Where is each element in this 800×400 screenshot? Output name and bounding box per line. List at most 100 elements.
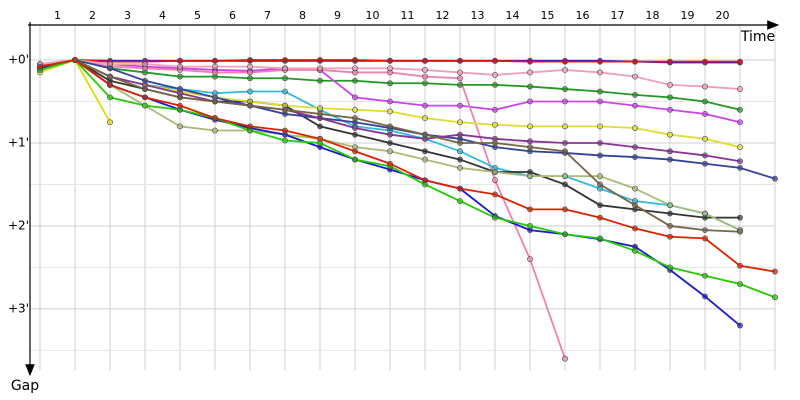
data-point [282,65,288,72]
data-point [702,293,708,300]
data-point [632,102,638,109]
x-tick-label: 10 [366,9,380,22]
data-point [492,72,498,78]
x-tick-label: 18 [646,9,660,22]
data-point [772,268,778,275]
data-point [352,131,358,138]
data-point [352,77,358,84]
data-point [632,225,638,232]
data-point [737,228,743,235]
data-point [142,94,148,101]
data-point [352,106,358,113]
data-point [352,125,358,131]
data-point [212,98,218,105]
y-tick-label: +3' [8,301,29,315]
data-point [457,131,463,138]
data-point [562,140,568,146]
data-point [142,61,148,68]
data-point [772,175,778,182]
data-point [667,202,673,209]
data-point [387,57,393,64]
data-point [597,235,603,242]
data-point [352,148,358,155]
data-point [72,57,78,63]
data-point [527,173,533,180]
data-point [317,105,323,112]
data-point [247,102,253,109]
data-point [387,80,393,87]
plot-area [37,57,778,362]
data-point [737,262,743,269]
data-point [247,63,253,70]
data-point [492,81,498,88]
data-point [177,73,183,80]
data-point [702,160,708,167]
data-point [387,140,393,146]
data-point [457,69,463,76]
data-point [632,154,638,160]
data-point [562,231,568,238]
data-point [632,144,638,151]
data-point [737,322,743,329]
x-tick-label: 7 [264,9,271,22]
data-point [667,264,673,271]
data-point [107,94,113,101]
data-point [527,58,533,65]
data-point [247,88,253,95]
data-point [492,57,498,64]
x-tick-label: 12 [436,9,450,22]
data-point [702,58,708,65]
data-point [177,102,183,109]
data-point [562,355,568,362]
x-tick-label: 20 [716,9,730,22]
data-point [492,191,498,198]
data-point [387,65,393,72]
data-point [562,67,568,73]
data-point [387,148,393,155]
data-point [282,106,288,113]
data-point [632,202,638,209]
x-tick-label: 9 [334,9,341,22]
data-point [317,65,323,72]
x-axis-label: Time [740,29,775,45]
data-point [212,63,218,70]
x-tick-label: 8 [299,9,306,22]
data-point [422,57,428,64]
x-tick-label: 14 [506,9,520,22]
data-point [667,81,673,88]
data-point [667,94,673,101]
data-point [422,80,428,87]
data-point [562,123,568,130]
y-axis-label: Gap [11,378,39,394]
data-point [492,106,498,113]
data-point [597,140,603,146]
data-point [667,210,673,217]
data-point [247,57,253,63]
data-point [667,131,673,138]
data-point [597,181,603,188]
data-point [632,185,638,192]
data-point [457,102,463,109]
data-point [317,57,323,63]
data-point [597,152,603,159]
data-point [317,123,323,130]
data-point [737,86,743,92]
data-point [527,138,533,145]
data-point [527,123,533,130]
x-tick-label: 2 [89,9,96,22]
data-point [387,131,393,138]
data-point [597,98,603,105]
data-point [457,156,463,163]
data-point [212,69,218,76]
data-point [352,115,358,121]
data-point [457,185,463,192]
data-point [737,119,743,126]
data-point [352,65,358,72]
data-point [702,235,708,242]
x-tick-label: 15 [541,9,555,22]
data-point [492,214,498,221]
data-point [632,73,638,80]
data-point [737,158,743,165]
data-point [702,152,708,159]
data-point [632,91,638,98]
